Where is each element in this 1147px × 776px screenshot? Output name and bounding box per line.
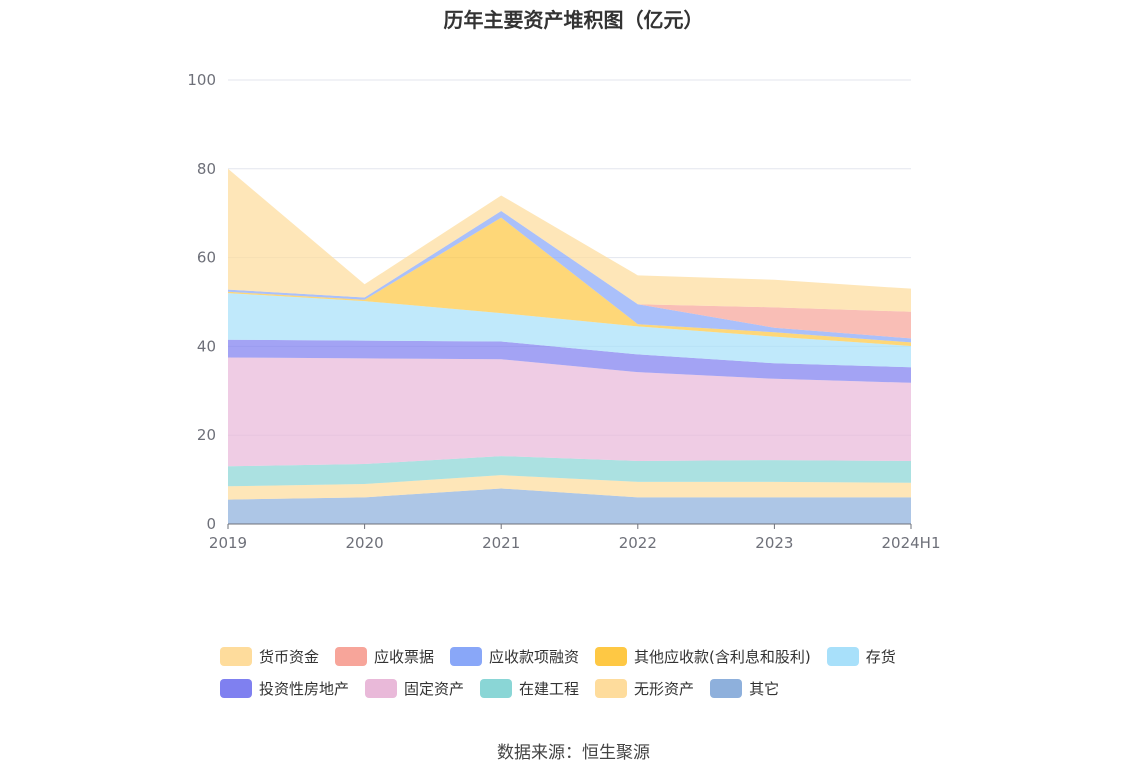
y-tick-label: 40	[197, 337, 216, 355]
area-series-9	[228, 210, 911, 339]
x-tick-label: 2020	[346, 534, 384, 552]
legend-swatch	[595, 678, 628, 698]
legend-item[interactable]: 投资性房地产	[220, 678, 349, 699]
legend-item[interactable]: 货币资金	[220, 646, 319, 667]
y-tick-label: 80	[197, 160, 216, 178]
legend-item[interactable]: 应收票据	[335, 646, 434, 667]
legend-label: 在建工程	[519, 679, 580, 698]
legend-swatch	[220, 678, 252, 698]
legend-item[interactable]: 在建工程	[480, 678, 579, 699]
area-series-7	[228, 217, 911, 346]
legend-swatch	[335, 646, 368, 666]
legend-label: 固定资产	[404, 679, 465, 698]
legend-label: 货币资金	[259, 647, 320, 666]
x-tick-label: 2021	[482, 534, 520, 552]
stacked-area-chart: 0 20 40 60 80 100 2019 2020 2021 2022 2023 2024H1	[187, 71, 940, 552]
legend-label: 存货	[865, 647, 896, 666]
legend-item[interactable]: 固定资产	[365, 678, 464, 699]
legend-swatch	[710, 678, 743, 698]
area-series-10	[228, 168, 911, 312]
area-series-5	[228, 339, 911, 383]
legend-label: 其它	[749, 679, 780, 698]
axes: 0 20 40 60 80 100 2019 2020 2021 2022 2023 2024H1	[187, 71, 940, 552]
legend-swatch	[480, 678, 513, 698]
area-series-2	[228, 475, 911, 500]
legend-label: 投资性房地产	[259, 679, 350, 698]
x-tick-label: 2019	[209, 534, 247, 552]
area-series	[228, 168, 911, 524]
y-tick-label: 20	[197, 426, 216, 444]
legend-label: 无形资产	[634, 679, 695, 698]
legend-item[interactable]: 应收款项融资	[450, 646, 579, 667]
legend-swatch	[595, 646, 628, 666]
x-tick-label: 2022	[619, 534, 657, 552]
legend-swatch	[826, 646, 859, 666]
legend-item[interactable]: 其他应收款(含利息和股利)	[595, 646, 811, 667]
y-tick-label: 100	[187, 71, 216, 89]
legend-swatch	[365, 678, 398, 698]
legend-item[interactable]: 存货	[826, 646, 896, 667]
legend: 货币资金 应收票据 应收款项融资 其他应收款(含利息和股利) 存货 投资性房地产 固定资产…	[220, 640, 980, 704]
data-source: 数据来源：恒生聚源	[497, 743, 650, 763]
chart-title: 历年主要资产堆积图（亿元）	[443, 8, 704, 32]
legend-item[interactable]: 其它	[710, 678, 779, 699]
area-series-4	[228, 357, 911, 467]
area-series-1	[228, 488, 911, 524]
legend-label: 应收款项融资	[489, 647, 580, 666]
legend-label: 应收票据	[374, 647, 435, 666]
legend-row-1: 货币资金 应收票据 应收款项融资 其他应收款(含利息和股利) 存货	[220, 640, 980, 672]
x-tick-label: 2023	[755, 534, 793, 552]
legend-row-2: 投资性房地产 固定资产 在建工程 无形资产 其它	[220, 672, 980, 704]
x-tick-label: 2024H1	[882, 534, 941, 552]
legend-swatch	[220, 646, 252, 666]
legend-item[interactable]: 无形资产	[595, 678, 694, 699]
y-tick-label: 0	[206, 515, 216, 533]
area-series-6	[228, 293, 911, 368]
legend-swatch	[450, 646, 483, 666]
area-series-3	[228, 456, 911, 487]
y-tick-label: 60	[197, 249, 216, 267]
legend-label: 其他应收款(含利息和股利)	[634, 647, 811, 666]
